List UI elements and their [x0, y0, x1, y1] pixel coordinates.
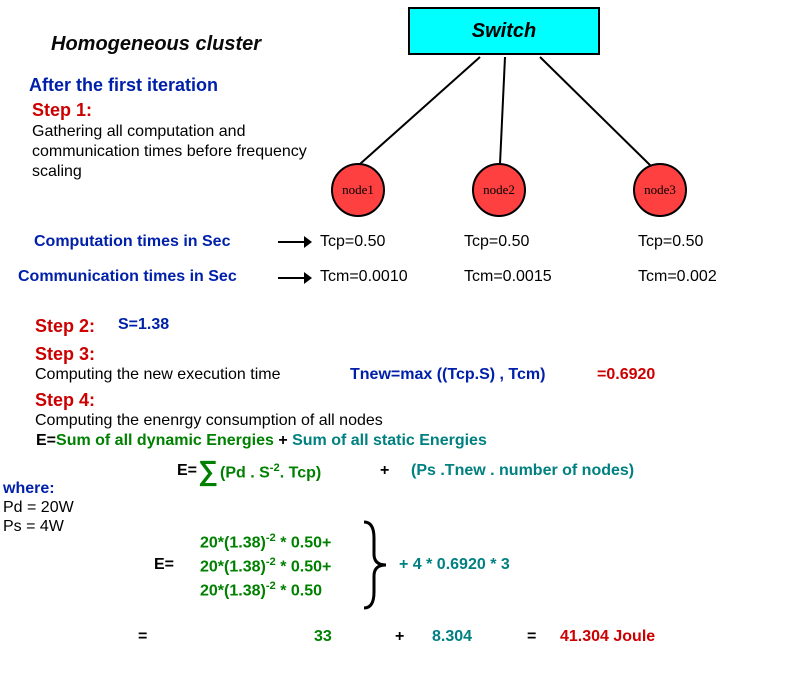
eq2-l3-post: * 0.50: [276, 582, 322, 599]
eq2-prefix: E=: [154, 556, 174, 574]
energy-stat: Sum of all static Energies: [292, 432, 487, 449]
node-1: node1: [331, 163, 385, 217]
switch-label: Switch: [472, 20, 536, 43]
step1-text: Gathering all computation and communicat…: [32, 122, 322, 182]
tcp-3: Tcp=0.50: [638, 233, 703, 251]
energy-dyn: Sum of all dynamic Energies: [56, 432, 274, 449]
switch-box: Switch: [408, 7, 600, 55]
comm-label: Communication times in Sec: [18, 268, 237, 286]
eq1-prefix: E=: [177, 462, 197, 480]
pd-label: Pd = 20W: [3, 499, 74, 517]
eq2-l1-pre: 20*(1.38): [200, 534, 266, 551]
edge-2: [500, 57, 505, 164]
eq2-line-2: 20*(1.38)-2 * 0.50+: [200, 556, 331, 576]
step3-text: Computing the new execution time: [35, 366, 280, 384]
brace-icon: [360, 520, 390, 610]
step3-result: =0.6920: [597, 366, 655, 384]
node-3-label: node3: [644, 182, 676, 198]
eq1-plus: +: [380, 462, 389, 480]
eq3-dyn: 33: [314, 628, 332, 646]
edge-3: [540, 57, 654, 169]
eq2-static: + 4 * 0.6920 * 3: [399, 556, 510, 574]
step2-value: S=1.38: [118, 316, 169, 334]
step4-label: Step 4:: [35, 390, 95, 411]
eq2-l2-exp: -2: [266, 556, 276, 568]
eq3-eq2: =: [527, 628, 536, 646]
eq2-line-1: 20*(1.38)-2 * 0.50+: [200, 532, 331, 552]
tcp-2: Tcp=0.50: [464, 233, 529, 251]
eq3-eq: =: [138, 628, 147, 646]
node-3: node3: [633, 163, 687, 217]
eq1-exp: -2: [270, 462, 280, 474]
eq3-res: 41.304 Joule: [560, 628, 655, 646]
edge-1: [360, 57, 480, 164]
eq1-static: (Ps .Tnew . number of nodes): [411, 462, 634, 480]
subtitle: After the first iteration: [29, 75, 218, 96]
node-1-label: node1: [342, 182, 374, 198]
arrow-comm: [278, 272, 312, 284]
eq2-l3-pre: 20*(1.38): [200, 582, 266, 599]
eq3-stat: 8.304: [432, 628, 472, 646]
step3-formula: Tnew=max ((Tcp.S) , Tcm): [350, 366, 545, 384]
tcm-1: Tcm=0.0010: [320, 268, 408, 286]
eq2-l1-exp: -2: [266, 532, 276, 544]
ps-label: Ps = 4W: [3, 518, 64, 536]
step4-text: Computing the enenrgy consumption of all…: [35, 412, 383, 430]
where-label: where:: [3, 480, 55, 498]
tcm-3: Tcm=0.002: [638, 268, 717, 286]
step3-label: Step 3:: [35, 344, 95, 365]
energy-line: E=Sum of all dynamic Energies + Sum of a…: [36, 432, 487, 450]
eq2-line-3: 20*(1.38)-2 * 0.50: [200, 580, 322, 600]
tcm-2: Tcm=0.0015: [464, 268, 552, 286]
energy-plus: +: [278, 432, 287, 449]
comp-label: Computation times in Sec: [34, 233, 230, 251]
node-2: node2: [472, 163, 526, 217]
sigma-icon: ∑: [198, 455, 218, 487]
eq1-sum-body: (Pd . S: [220, 464, 270, 481]
arrow-comp: [278, 236, 312, 248]
eq1-sum-tail: . Tcp): [280, 464, 321, 481]
eq2-l1-post: * 0.50+: [276, 534, 332, 551]
eq2-l3-exp: -2: [266, 580, 276, 592]
tcp-1: Tcp=0.50: [320, 233, 385, 251]
node-2-label: node2: [483, 182, 515, 198]
eq3-plus: +: [395, 628, 404, 646]
eq1-body: (Pd . S-2. Tcp): [220, 462, 321, 482]
eq2-l2-pre: 20*(1.38): [200, 558, 266, 575]
eq2-l2-post: * 0.50+: [276, 558, 332, 575]
page-title: Homogeneous cluster: [51, 33, 261, 56]
energy-prefix: E=: [36, 432, 56, 449]
step2-label: Step 2:: [35, 316, 95, 337]
step1-label: Step 1:: [32, 100, 92, 121]
